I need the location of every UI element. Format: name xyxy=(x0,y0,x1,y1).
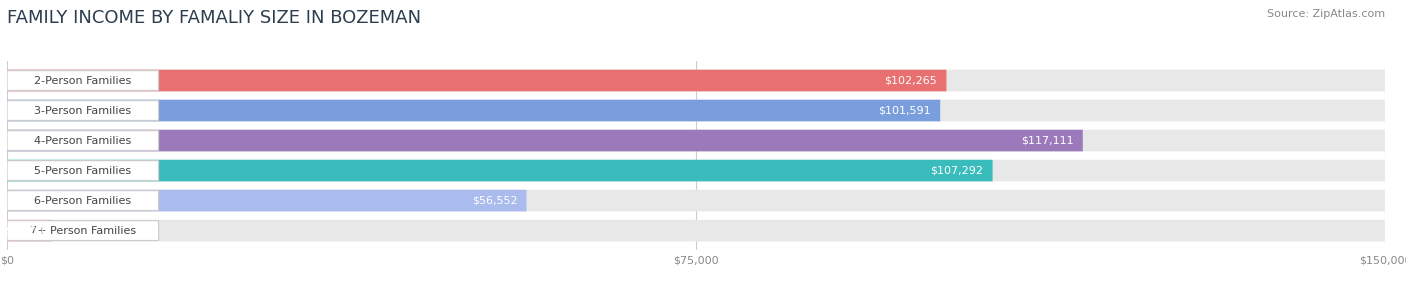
FancyBboxPatch shape xyxy=(7,221,159,241)
Text: $107,292: $107,292 xyxy=(931,166,983,176)
Text: $102,265: $102,265 xyxy=(884,76,938,85)
Text: $101,591: $101,591 xyxy=(879,106,931,116)
FancyBboxPatch shape xyxy=(7,130,1385,151)
FancyBboxPatch shape xyxy=(7,160,1385,181)
FancyBboxPatch shape xyxy=(7,100,941,121)
FancyBboxPatch shape xyxy=(7,101,159,120)
FancyBboxPatch shape xyxy=(7,70,1385,91)
Text: 4-Person Families: 4-Person Families xyxy=(34,135,131,145)
Text: $117,111: $117,111 xyxy=(1021,135,1074,145)
FancyBboxPatch shape xyxy=(7,100,1385,121)
Text: 2-Person Families: 2-Person Families xyxy=(34,76,131,85)
Text: $5,000: $5,000 xyxy=(6,226,44,235)
FancyBboxPatch shape xyxy=(7,160,993,181)
FancyBboxPatch shape xyxy=(7,220,53,241)
FancyBboxPatch shape xyxy=(7,130,1083,151)
FancyBboxPatch shape xyxy=(7,70,946,91)
Text: 6-Person Families: 6-Person Families xyxy=(34,196,131,206)
Text: $56,552: $56,552 xyxy=(471,196,517,206)
FancyBboxPatch shape xyxy=(7,131,159,150)
FancyBboxPatch shape xyxy=(7,70,159,90)
Text: FAMILY INCOME BY FAMALIY SIZE IN BOZEMAN: FAMILY INCOME BY FAMALIY SIZE IN BOZEMAN xyxy=(7,9,422,27)
FancyBboxPatch shape xyxy=(7,191,159,210)
FancyBboxPatch shape xyxy=(7,161,159,181)
Text: 7+ Person Families: 7+ Person Families xyxy=(30,226,136,235)
FancyBboxPatch shape xyxy=(7,220,1385,241)
FancyBboxPatch shape xyxy=(7,190,526,211)
Text: Source: ZipAtlas.com: Source: ZipAtlas.com xyxy=(1267,9,1385,19)
FancyBboxPatch shape xyxy=(7,190,1385,211)
Text: 3-Person Families: 3-Person Families xyxy=(34,106,131,116)
Text: 5-Person Families: 5-Person Families xyxy=(34,166,131,176)
